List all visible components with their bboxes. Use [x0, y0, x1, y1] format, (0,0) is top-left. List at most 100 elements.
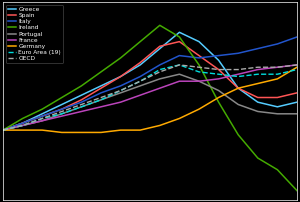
Portugal	[158, 78, 162, 80]
France	[99, 106, 103, 108]
OECD	[197, 66, 201, 68]
Italy	[256, 47, 260, 50]
Italy	[119, 85, 122, 87]
Germany	[236, 87, 240, 89]
Germany	[21, 129, 24, 131]
Italy	[60, 108, 64, 110]
Euro Area (19)	[80, 106, 83, 108]
Greece	[178, 31, 181, 34]
Spain	[1, 129, 5, 131]
Spain	[138, 61, 142, 64]
Euro Area (19)	[178, 64, 181, 66]
France	[256, 68, 260, 71]
Spain	[40, 115, 44, 117]
Portugal	[178, 73, 181, 75]
Italy	[217, 54, 220, 57]
Spain	[197, 54, 201, 57]
OECD	[21, 124, 24, 127]
Italy	[21, 122, 24, 124]
OECD	[178, 64, 181, 66]
Greece	[80, 94, 83, 96]
Spain	[236, 87, 240, 89]
Germany	[40, 129, 44, 131]
Euro Area (19)	[21, 124, 24, 127]
Greece	[158, 47, 162, 50]
Line: Greece: Greece	[3, 32, 297, 130]
Italy	[276, 43, 279, 45]
Italy	[1, 129, 5, 131]
Greece	[276, 106, 279, 108]
Euro Area (19)	[197, 71, 201, 73]
Ireland	[21, 117, 24, 120]
Ireland	[119, 57, 122, 59]
France	[217, 78, 220, 80]
France	[276, 66, 279, 68]
OECD	[138, 80, 142, 82]
Portugal	[295, 113, 299, 115]
Portugal	[21, 124, 24, 127]
Greece	[60, 103, 64, 106]
Portugal	[60, 113, 64, 115]
Euro Area (19)	[60, 113, 64, 115]
Ireland	[256, 157, 260, 159]
Line: Portugal: Portugal	[3, 74, 297, 130]
Germany	[80, 131, 83, 134]
Euro Area (19)	[256, 73, 260, 75]
OECD	[80, 103, 83, 106]
Greece	[236, 87, 240, 89]
France	[119, 101, 122, 103]
Portugal	[1, 129, 5, 131]
Italy	[178, 54, 181, 57]
Euro Area (19)	[119, 89, 122, 92]
Greece	[256, 101, 260, 103]
France	[178, 80, 181, 82]
Greece	[21, 122, 24, 124]
Spain	[178, 40, 181, 43]
France	[197, 80, 201, 82]
France	[236, 73, 240, 75]
Euro Area (19)	[217, 73, 220, 75]
Spain	[256, 96, 260, 99]
Ireland	[295, 189, 299, 192]
Line: Germany: Germany	[3, 67, 297, 133]
Italy	[197, 57, 201, 59]
Ireland	[158, 24, 162, 26]
OECD	[217, 68, 220, 71]
France	[60, 115, 64, 117]
OECD	[119, 89, 122, 92]
Italy	[236, 52, 240, 55]
OECD	[158, 71, 162, 73]
Greece	[1, 129, 5, 131]
Greece	[217, 59, 220, 61]
Line: Euro Area (19): Euro Area (19)	[3, 65, 297, 130]
OECD	[40, 117, 44, 120]
Spain	[217, 68, 220, 71]
France	[40, 120, 44, 122]
Germany	[178, 117, 181, 120]
Germany	[99, 131, 103, 134]
France	[1, 129, 5, 131]
Germany	[256, 82, 260, 85]
Ireland	[138, 40, 142, 43]
Italy	[40, 115, 44, 117]
Ireland	[60, 96, 64, 99]
Germany	[276, 78, 279, 80]
Italy	[99, 92, 103, 94]
Spain	[80, 99, 83, 101]
Ireland	[197, 64, 201, 66]
Euro Area (19)	[40, 117, 44, 120]
Italy	[295, 36, 299, 38]
Germany	[158, 124, 162, 127]
OECD	[295, 64, 299, 66]
Germany	[119, 129, 122, 131]
Portugal	[99, 99, 103, 101]
Portugal	[197, 80, 201, 82]
Greece	[197, 40, 201, 43]
Portugal	[80, 106, 83, 108]
Line: Ireland: Ireland	[3, 25, 297, 191]
Ireland	[276, 168, 279, 171]
France	[138, 94, 142, 96]
Spain	[158, 45, 162, 47]
Germany	[217, 96, 220, 99]
Spain	[119, 75, 122, 78]
